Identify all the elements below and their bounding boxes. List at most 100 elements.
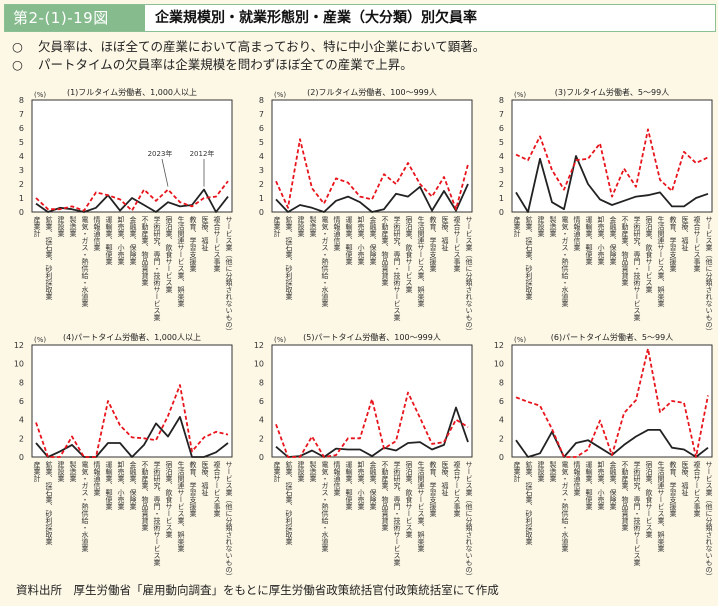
x-category-label: 卸売業、小売業 — [597, 461, 605, 510]
chart-svg: (3)フルタイム労働者、5～99人 (%) 0 1 2 3 4 5 6 7 8 — [499, 87, 713, 217]
y-tick-label: 3 — [259, 166, 264, 175]
y-tick-label: 12 — [494, 341, 504, 350]
x-category-label: 学術研究、専門・技術サービス業 — [153, 461, 161, 566]
x-category-label: 宿泊業、飲食サービス業 — [405, 216, 413, 293]
x-category-label: 学術研究、専門・技術サービス業 — [393, 461, 401, 566]
chart-title: (4)パートタイム労働者、1,000人以上 — [63, 332, 201, 342]
x-category-label: 電気・ガス・熱供給・水道業 — [561, 461, 569, 552]
x-category-label: 製造業 — [549, 216, 557, 237]
bullet-item: ○ 欠員率は、ほぼ全ての産業において高まっており、特に中小企業において顕著。 — [12, 38, 485, 56]
x-category-label: 卸売業、小売業 — [117, 216, 125, 265]
y-tick-label: 7 — [19, 110, 24, 119]
chart-title: (3)フルタイム労働者、5～99人 — [555, 87, 669, 97]
y-tick-label: 6 — [499, 124, 504, 133]
y-tick-label: 10 — [494, 360, 504, 369]
x-category-label: 産業計 — [513, 216, 521, 237]
y-tick-label: 0 — [259, 453, 264, 462]
x-category-label: サービス業（他に分類されないもの） — [465, 461, 473, 580]
x-category-label: サービス業（他に分類されないもの） — [225, 216, 233, 335]
y-tick-label: 3 — [499, 166, 504, 175]
annotation-label: 2012年 — [190, 149, 215, 158]
y-tick-label: 2 — [259, 434, 264, 443]
y-tick-label: 8 — [19, 378, 24, 387]
x-category-label: 製造業 — [309, 216, 317, 237]
chart-fulltime-1000plus: (1)フルタイム労働者、1,000人以上 (%) 0 1 2 3 4 5 6 7 8 2023年 201… — [4, 86, 240, 336]
x-category-label: 鉱業、採石業、砂利採取業 — [525, 216, 533, 300]
y-tick-label: 6 — [19, 397, 24, 406]
bullet-text: 欠員率は、ほぼ全ての産業において高まっており、特に中小企業において顕著。 — [38, 39, 486, 54]
x-category-label: 運輸業、郵便業 — [585, 461, 593, 510]
x-category-label: 不動産業、物品賃貸業 — [621, 216, 629, 286]
x-category-label: 産業計 — [33, 461, 41, 482]
y-tick-label: 5 — [259, 138, 264, 147]
bullet-item: ○ パートタイムの欠員率は企業規模を問わずほぼ全ての産業で上昇。 — [12, 56, 485, 74]
y-tick-label: 4 — [259, 416, 264, 425]
x-category-label: 情報通信業 — [93, 216, 101, 251]
chart-parttime-1000plus: (4)パートタイム労働者、1,000人以上 (%) 0 2 4 6 8 10 12 産業計 鉱業、採… — [4, 331, 240, 581]
x-category-label: 鉱業、採石業、砂利採取業 — [285, 461, 293, 545]
chart-parttime-100-999: (5)パートタイム労働者、100～999人 (%) 0 2 4 6 8 10 12 産業計 鉱業、採… — [244, 331, 480, 581]
x-category-label: 金融業、保険業 — [129, 461, 137, 510]
series-line-2023年 — [275, 138, 469, 211]
y-tick-label: 2 — [499, 434, 504, 443]
chart-parttime-5-99: (6)パートタイム労働者、5～99人 (%) 0 2 4 6 8 10 12 産業計 鉱業、採石業、… — [484, 331, 718, 581]
x-category-label: 宿泊業、飲食サービス業 — [645, 216, 653, 293]
series-line-2023年 — [515, 128, 709, 198]
figure-title: 企業規模別・就業形態別・産業（大分類）別欠員率 — [155, 10, 477, 26]
x-category-label: 複合サービス事業 — [453, 216, 461, 272]
x-category-label: 建設業 — [297, 216, 305, 237]
y-tick-label: 6 — [19, 124, 24, 133]
x-category-label: 製造業 — [549, 461, 557, 482]
y-tick-label: 1 — [259, 194, 264, 203]
y-tick-label: 5 — [19, 138, 24, 147]
x-category-label: 不動産業、物品賃貸業 — [381, 216, 389, 286]
plot-area — [31, 99, 233, 213]
x-category-label: 不動産業、物品賃貸業 — [141, 461, 149, 531]
y-axis-unit: (%) — [514, 336, 526, 344]
x-category-label: 金融業、保険業 — [609, 461, 617, 510]
x-category-label: 製造業 — [69, 461, 77, 482]
x-category-label: 電気・ガス・熱供給・水道業 — [561, 216, 569, 307]
x-category-label: 生活関連サービス業、娯楽業 — [417, 216, 425, 307]
y-tick-label: 2 — [259, 180, 264, 189]
y-tick-label: 10 — [254, 360, 264, 369]
y-tick-label: 4 — [499, 416, 504, 425]
x-category-label: 生活関連サービス業、娯楽業 — [657, 461, 665, 552]
annotation-label: 2023年 — [148, 149, 173, 158]
x-category-label: 複合サービス事業 — [693, 216, 701, 272]
y-tick-label: 8 — [499, 378, 504, 387]
x-category-label: 医療、福祉 — [441, 216, 449, 251]
y-tick-label: 4 — [19, 152, 24, 161]
y-tick-label: 6 — [259, 124, 264, 133]
figure-number: 第2-(1)-19図 — [5, 5, 145, 31]
y-tick-label: 1 — [19, 194, 24, 203]
y-tick-label: 7 — [499, 110, 504, 119]
x-category-label: 学術研究、専門・技術サービス業 — [153, 216, 161, 321]
x-category-label: 医療、福祉 — [681, 216, 689, 251]
x-category-label: 金融業、保険業 — [369, 216, 377, 265]
y-axis-unit: (%) — [514, 91, 526, 99]
figure-header: 第2-(1)-19図 企業規模別・就業形態別・産業（大分類）別欠員率 — [4, 4, 716, 32]
x-category-label: 生活関連サービス業、娯楽業 — [177, 216, 185, 307]
x-category-label: 生活関連サービス業、娯楽業 — [417, 461, 425, 552]
x-category-label: 医療、福祉 — [441, 461, 449, 496]
y-tick-label: 0 — [499, 208, 504, 217]
x-category-label: 教育、学習支援業 — [669, 216, 677, 272]
y-tick-label: 2 — [19, 180, 24, 189]
x-category-label: 運輸業、郵便業 — [105, 461, 113, 510]
x-category-label: 複合サービス事業 — [213, 216, 221, 272]
x-category-label: 医療、福祉 — [201, 216, 209, 251]
series-line-2012年 — [275, 406, 469, 458]
y-tick-label: 2 — [19, 434, 24, 443]
x-category-label: 産業計 — [273, 461, 281, 482]
x-category-label: 運輸業、郵便業 — [345, 216, 353, 265]
y-tick-label: 8 — [259, 96, 264, 105]
annotation-arrow-icon — [161, 158, 169, 187]
summary-bullets: ○ 欠員率は、ほぼ全ての産業において高まっており、特に中小企業において顕著。 ○ パ… — [12, 38, 485, 74]
x-category-label: 運輸業、郵便業 — [105, 216, 113, 265]
chart-title: (5)パートタイム労働者、100～999人 — [303, 332, 441, 342]
x-category-label: 金融業、保険業 — [129, 216, 137, 265]
series-line-2012年 — [275, 183, 469, 213]
x-category-label: 電気・ガス・熱供給・水道業 — [81, 461, 89, 552]
x-category-label: 不動産業、物品賃貸業 — [141, 216, 149, 286]
